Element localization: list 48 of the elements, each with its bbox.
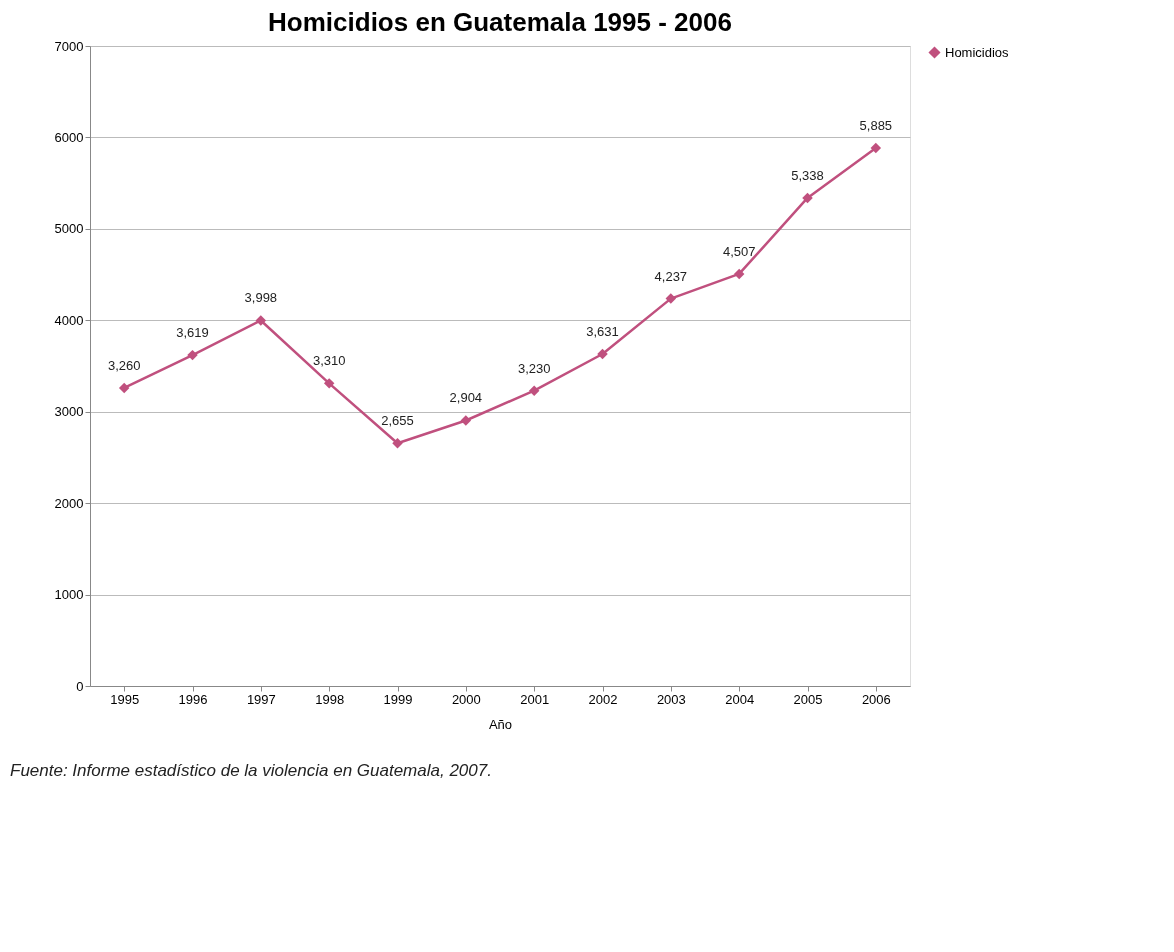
x-tick-label: 1997: [246, 691, 276, 707]
point: [597, 348, 608, 360]
data-label: 2,655: [381, 413, 414, 429]
y-tick-label: 1000: [54, 587, 84, 603]
x-tick-label: 2002: [588, 691, 618, 707]
data-label: 5,338: [791, 167, 824, 183]
data-label: 3,260: [107, 357, 141, 373]
x-tick-label: 2003: [656, 691, 686, 707]
legend-label: Homicidios: [945, 44, 1010, 60]
point: [118, 382, 130, 394]
x-axis-title: Año: [488, 716, 513, 732]
point: [802, 192, 813, 204]
y-tick-label: 5000: [54, 221, 84, 237]
y-tick-label: 2000: [54, 495, 84, 511]
y-tick-label: 3000: [54, 404, 84, 420]
point: [255, 315, 267, 326]
point: [187, 349, 198, 361]
point: [528, 385, 540, 396]
point: [460, 415, 472, 426]
y-tick-label: 4000: [54, 312, 84, 328]
y-tick-label: 6000: [54, 129, 84, 145]
x-tick-label: 1995: [110, 691, 140, 707]
point: [392, 438, 403, 449]
x-tick-label: 1999: [383, 691, 413, 707]
data-label: 3,230: [517, 360, 551, 376]
x-tick-label: 2000: [451, 691, 481, 707]
data-label: 3,619: [176, 325, 209, 341]
point: [870, 142, 882, 154]
y-tick-label: 7000: [54, 38, 84, 54]
y-tick-label: 0: [76, 678, 84, 694]
x-tick-label: 2005: [793, 691, 823, 707]
data-label: 2,904: [449, 390, 483, 406]
x-tick-label: 1998: [315, 691, 345, 707]
data-label: 3,631: [586, 324, 619, 340]
data-label: 5,885: [859, 117, 893, 133]
point: [733, 268, 745, 280]
x-tick-label: 2006: [861, 691, 891, 707]
x-tick-label: 1996: [178, 691, 208, 707]
data-label: 4,507: [722, 243, 756, 259]
data-label: 4,237: [654, 268, 688, 284]
point: [665, 293, 677, 304]
x-tick-label: 2001: [520, 691, 550, 707]
data-label: 3,310: [312, 353, 346, 369]
data-label: 3,998: [244, 290, 278, 306]
source-note: Fuente: Informe estadístico de la violencia en Guatemala, 2007.: [10, 761, 492, 780]
chart-title: Homicidios en Guatemala 1995 - 2006: [268, 7, 732, 37]
point: [323, 378, 335, 389]
x-tick-label: 2004: [725, 691, 755, 707]
